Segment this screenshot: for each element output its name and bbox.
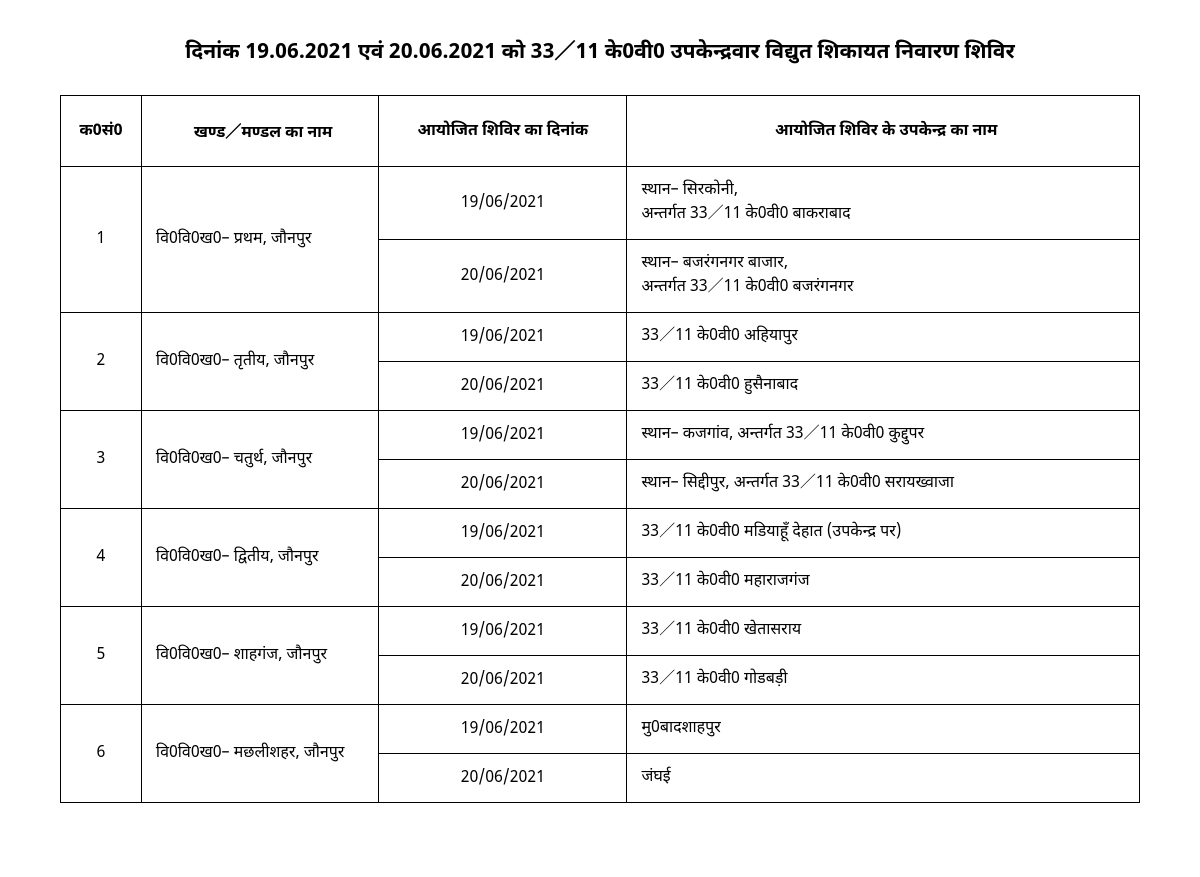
cell-location: 33／11 के0वी0 महाराजगंज [627, 558, 1140, 607]
cell-sno: 3 [61, 411, 142, 509]
cell-division: वि0वि0ख0– द्वितीय, जौनपुर [141, 509, 378, 607]
cell-division: वि0वि0ख0– शाहगंज, जौनपुर [141, 607, 378, 705]
cell-date: 20/06/2021 [379, 656, 627, 705]
col-header-sno: क0सं0 [61, 96, 142, 167]
cell-date: 19/06/2021 [379, 705, 627, 754]
cell-location: मु0बादशाहपुर [627, 705, 1140, 754]
cell-division: वि0वि0ख0– प्रथम, जौनपुर [141, 167, 378, 313]
cell-sno: 5 [61, 607, 142, 705]
cell-date: 20/06/2021 [379, 240, 627, 313]
cell-date: 20/06/2021 [379, 754, 627, 803]
table-row: 6वि0वि0ख0– मछलीशहर, जौनपुर19/06/2021मु0ब… [61, 705, 1140, 754]
col-header-division: खण्ड／मण्डल का नाम [141, 96, 378, 167]
cell-location: 33／11 के0वी0 गोडबड़ी [627, 656, 1140, 705]
cell-location: स्थान– सिद्दीपुर, अन्तर्गत 33／11 के0वी0 … [627, 460, 1140, 509]
col-header-date: आयोजित शिविर का दिनांक [379, 96, 627, 167]
cell-sno: 6 [61, 705, 142, 803]
cell-division: वि0वि0ख0– चतुर्थ, जौनपुर [141, 411, 378, 509]
cell-division: वि0वि0ख0– तृतीय, जौनपुर [141, 313, 378, 411]
cell-date: 20/06/2021 [379, 362, 627, 411]
cell-date: 20/06/2021 [379, 558, 627, 607]
table-header-row: क0सं0 खण्ड／मण्डल का नाम आयोजित शिविर का … [61, 96, 1140, 167]
page-title: दिनांक 19.06.2021 एवं 20.06.2021 को 33／1… [60, 35, 1140, 67]
cell-location: स्थान– बजरंगनगर बाजार,अन्तर्गत 33／11 के0… [627, 240, 1140, 313]
col-header-location: आयोजित शिविर के उपकेन्द्र का नाम [627, 96, 1140, 167]
table-row: 3वि0वि0ख0– चतुर्थ, जौनपुर19/06/2021स्थान… [61, 411, 1140, 460]
cell-sno: 2 [61, 313, 142, 411]
cell-date: 19/06/2021 [379, 607, 627, 656]
cell-date: 19/06/2021 [379, 313, 627, 362]
camp-schedule-table: क0सं0 खण्ड／मण्डल का नाम आयोजित शिविर का … [60, 95, 1140, 803]
table-row: 4वि0वि0ख0– द्वितीय, जौनपुर19/06/202133／1… [61, 509, 1140, 558]
table-row: 5वि0वि0ख0– शाहगंज, जौनपुर19/06/202133／11… [61, 607, 1140, 656]
cell-sno: 1 [61, 167, 142, 313]
cell-date: 19/06/2021 [379, 167, 627, 240]
table-row: 2वि0वि0ख0– तृतीय, जौनपुर19/06/202133／11 … [61, 313, 1140, 362]
cell-location: 33／11 के0वी0 खेतासराय [627, 607, 1140, 656]
cell-location: स्थान– सिरकोनी,अन्तर्गत 33／11 के0वी0 बाक… [627, 167, 1140, 240]
cell-date: 19/06/2021 [379, 411, 627, 460]
cell-location: 33／11 के0वी0 हुसैनाबाद [627, 362, 1140, 411]
cell-location: 33／11 के0वी0 अहियापुर [627, 313, 1140, 362]
cell-date: 20/06/2021 [379, 460, 627, 509]
cell-location: स्थान– कजगांव, अन्तर्गत 33／11 के0वी0 कुद… [627, 411, 1140, 460]
cell-division: वि0वि0ख0– मछलीशहर, जौनपुर [141, 705, 378, 803]
cell-sno: 4 [61, 509, 142, 607]
cell-location: 33／11 के0वी0 मडियाहूँ देहात (उपकेन्द्र प… [627, 509, 1140, 558]
table-row: 1वि0वि0ख0– प्रथम, जौनपुर19/06/2021स्थान–… [61, 167, 1140, 240]
table-body: 1वि0वि0ख0– प्रथम, जौनपुर19/06/2021स्थान–… [61, 167, 1140, 803]
cell-location: जंघई [627, 754, 1140, 803]
cell-date: 19/06/2021 [379, 509, 627, 558]
